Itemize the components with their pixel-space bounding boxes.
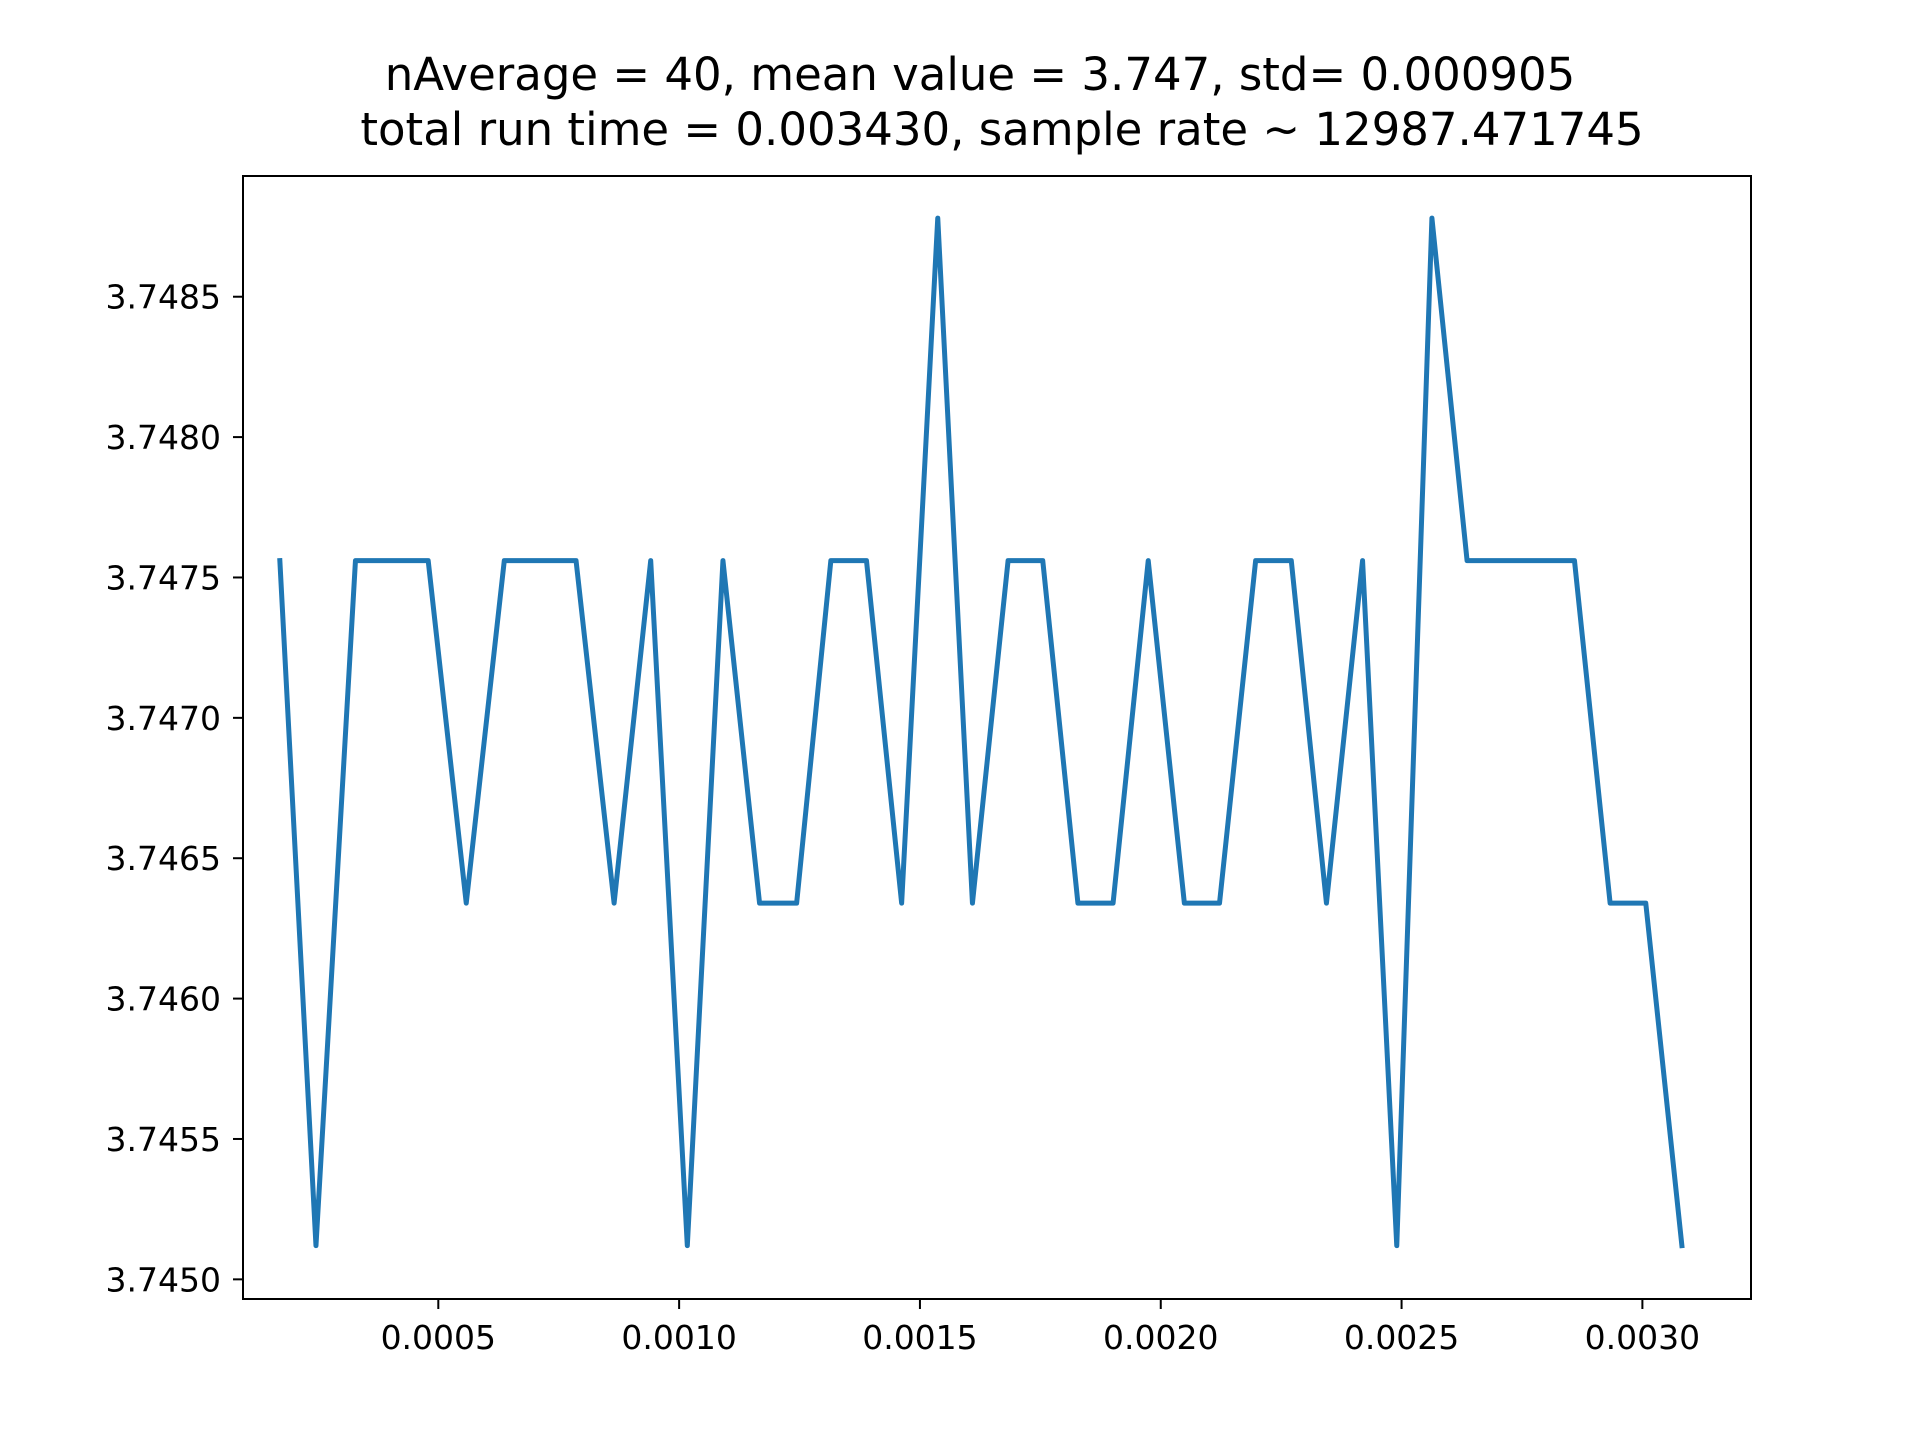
x-tick-label: 0.0005 <box>381 1318 496 1357</box>
y-tick-label: 3.7460 <box>106 980 221 1019</box>
x-tick-label: 0.0010 <box>621 1318 736 1357</box>
y-tick-label: 3.7455 <box>106 1120 221 1159</box>
axes-frame <box>242 175 1752 1300</box>
x-tick-label: 0.0015 <box>862 1318 977 1357</box>
chart-title-line-2: total run time = 0.003430, sample rate ~… <box>360 103 1643 156</box>
y-tick-label: 3.7470 <box>106 699 221 738</box>
y-axis: 3.7450 3.7455 3.7460 3.7465 3.7470 3.7475 3.74… <box>106 278 243 1299</box>
y-tick-label: 3.7450 <box>106 1260 221 1299</box>
y-tick-label: 3.7475 <box>106 558 221 597</box>
x-tick-label: 0.0025 <box>1344 1318 1459 1357</box>
y-tick-label: 3.7465 <box>106 839 221 878</box>
y-tick-label: 3.7485 <box>106 278 221 317</box>
chart-title-line-1: nAverage = 40, mean value = 3.747, std= … <box>385 48 1575 101</box>
x-tick-label: 0.0030 <box>1585 1318 1700 1357</box>
plot-area <box>277 215 1685 1249</box>
x-tick-label: 0.0020 <box>1103 1318 1218 1357</box>
x-axis: 0.0005 0.0010 0.0015 0.0020 0.0025 0.0030 <box>381 1299 1700 1357</box>
series-line <box>277 215 1685 1249</box>
y-tick-label: 3.7480 <box>106 418 221 457</box>
